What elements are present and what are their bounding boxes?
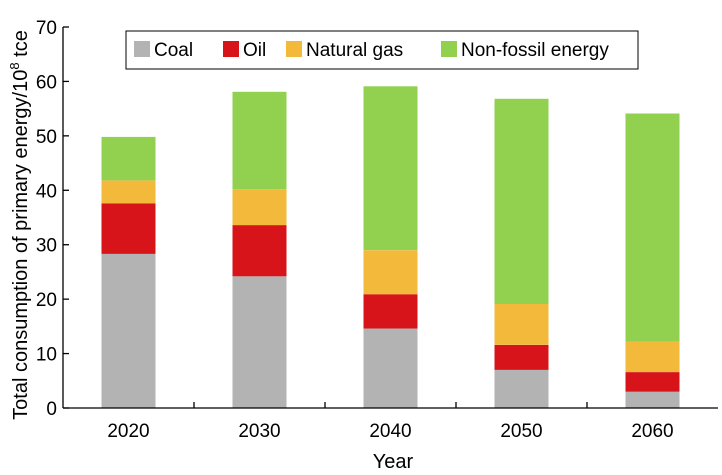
- bar-non-fossil-energy-2030: [232, 91, 287, 190]
- y-tick-label-40: 40: [36, 181, 57, 202]
- bar-coal-2050: [494, 369, 549, 408]
- legend: Coal Oil Natural gas Non-fossil energy: [125, 30, 639, 70]
- bar-oil-2040: [363, 294, 418, 329]
- y-tick-label-70: 70: [36, 18, 57, 39]
- bar-non-fossil-energy-2040: [363, 86, 418, 251]
- bar-non-fossil-energy-2060: [625, 113, 680, 342]
- x-axis-title: Year: [373, 451, 414, 473]
- legend-label-non-fossil-energy: Non-fossil energy: [461, 40, 609, 61]
- y-tick-label-0: 0: [46, 399, 57, 420]
- bar-natural-gas-2020: [101, 180, 156, 204]
- x-tick-label-2020: 2020: [107, 421, 149, 442]
- bar-coal-2060: [625, 391, 680, 408]
- bar-coal-2020: [101, 254, 156, 408]
- bar-non-fossil-energy-2020: [101, 136, 156, 181]
- bar-oil-2060: [625, 372, 680, 392]
- x-tick-label-2060: 2060: [631, 421, 673, 442]
- x-tick-label-2030: 2030: [238, 421, 280, 442]
- bar-marks: [101, 86, 680, 408]
- legend-swatch-oil: [223, 41, 239, 57]
- legend-box: [125, 30, 639, 70]
- y-tick-label-30: 30: [36, 236, 57, 257]
- legend-label-natural-gas: Natural gas: [306, 40, 403, 61]
- bar-natural-gas-2040: [363, 250, 418, 295]
- legend-label-coal: Coal: [154, 40, 193, 61]
- y-axis-title: Total consumption of primary energy/108 …: [7, 30, 32, 420]
- x-tick-label-2040: 2040: [369, 421, 411, 442]
- bar-oil-2020: [101, 203, 156, 254]
- legend-swatch-natural-gas: [286, 41, 302, 57]
- legend-swatch-coal: [134, 41, 150, 57]
- legend-swatch-non-fossil-energy: [441, 41, 457, 57]
- y-tick-label-60: 60: [36, 72, 57, 93]
- bar-oil-2030: [232, 225, 287, 277]
- bar-coal-2030: [232, 276, 287, 408]
- bar-oil-2050: [494, 344, 549, 370]
- y-tick-label-10: 10: [36, 345, 57, 366]
- bar-natural-gas-2060: [625, 341, 680, 373]
- bar-coal-2040: [363, 328, 418, 408]
- bar-natural-gas-2050: [494, 304, 549, 345]
- y-tick-label-20: 20: [36, 290, 57, 311]
- bar-natural-gas-2030: [232, 189, 287, 226]
- y-tick-label-50: 50: [36, 127, 57, 148]
- bar-non-fossil-energy-2050: [494, 98, 549, 304]
- x-tick-label-2050: 2050: [500, 421, 542, 442]
- legend-label-oil: Oil: [243, 40, 266, 61]
